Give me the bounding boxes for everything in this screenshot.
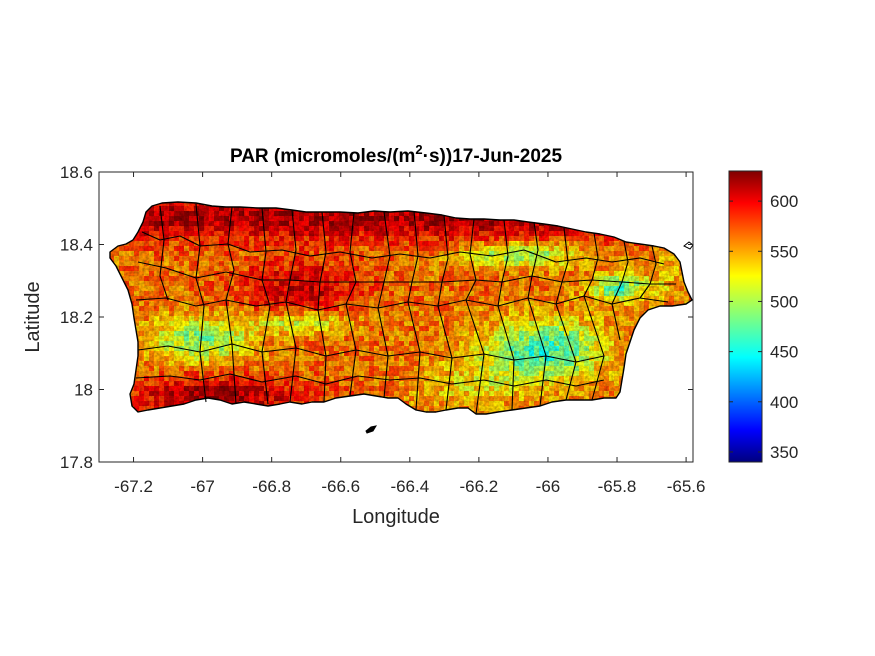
par-cell [694, 351, 700, 357]
par-cell [694, 266, 700, 272]
par-field [110, 196, 700, 414]
par-cell [694, 236, 700, 242]
par-cell [694, 196, 700, 202]
par-cell [694, 201, 700, 207]
par-cell [694, 246, 700, 252]
par-cell [694, 381, 700, 387]
par-cell [694, 216, 700, 222]
par-cell [694, 296, 700, 302]
par-cell [694, 241, 700, 247]
par-cell [694, 391, 700, 397]
par-cell [694, 321, 700, 327]
par-cell [694, 366, 700, 372]
par-cell [694, 271, 700, 277]
par-cell [694, 336, 700, 342]
par-cell [694, 251, 700, 257]
par-cell [694, 256, 700, 262]
par-cell [694, 221, 700, 227]
par-cell [694, 231, 700, 237]
par-cell [694, 206, 700, 212]
par-cell [694, 226, 700, 232]
par-cell [694, 341, 700, 347]
par-cell [694, 301, 700, 307]
par-cell [694, 376, 700, 382]
par-cell [694, 306, 700, 312]
par-cell [694, 346, 700, 352]
par-cell [694, 281, 700, 287]
par-cell [694, 311, 700, 317]
par-cell [694, 386, 700, 392]
par-cell [694, 276, 700, 282]
par-cell [694, 396, 700, 402]
par-cell [694, 286, 700, 292]
par-cell [694, 291, 700, 297]
par-cell [694, 261, 700, 267]
par-cell [694, 371, 700, 377]
par-cell [694, 356, 700, 362]
par-cell [694, 361, 700, 367]
par-cell [694, 326, 700, 332]
par-cell [694, 331, 700, 337]
par-cell [694, 211, 700, 217]
par-cell [694, 316, 700, 322]
